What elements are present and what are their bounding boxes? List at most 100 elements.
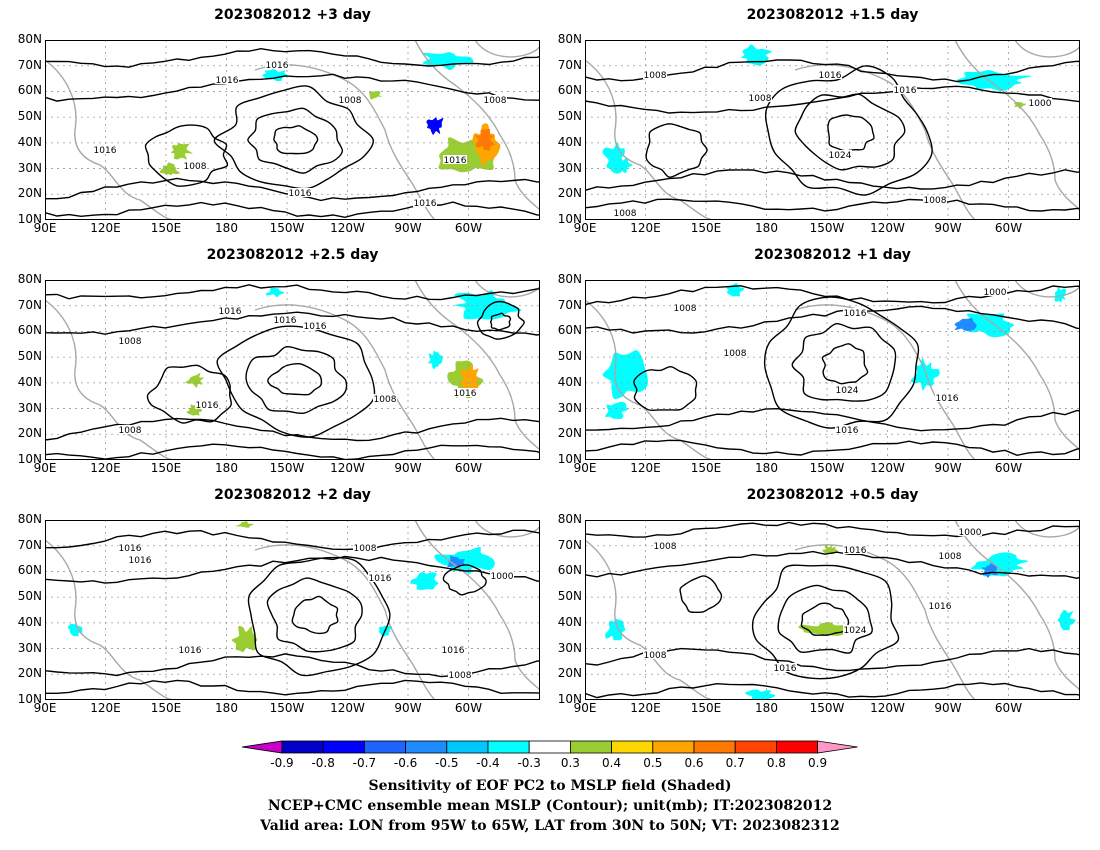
shading-patch bbox=[159, 162, 180, 176]
lon-tick-label: 60W bbox=[994, 701, 1023, 715]
graticule bbox=[585, 40, 1080, 220]
isobar bbox=[490, 312, 512, 331]
shading-patch bbox=[235, 521, 254, 528]
colorbar-tick-label: -0.8 bbox=[311, 756, 335, 770]
coastlines bbox=[45, 40, 540, 220]
colorbar-tick-label: 0.4 bbox=[602, 756, 622, 770]
contour-label-bg bbox=[773, 663, 797, 672]
colorbar-swatch bbox=[322, 740, 365, 754]
lon-tick-label: 120E bbox=[90, 221, 121, 235]
lat-tick-label: 50N bbox=[557, 589, 582, 604]
lon-tick-label: 150E bbox=[690, 701, 722, 715]
colorbar-swatch bbox=[611, 740, 654, 754]
colorbar-swatch bbox=[446, 740, 489, 754]
caption-line-2: NCEP+CMC ensemble mean MSLP (Contour); u… bbox=[267, 798, 833, 814]
caption-line-3: Valid area: LON from 95W to 65W, LAT fro… bbox=[260, 818, 840, 834]
lat-tick-label: 60N bbox=[557, 83, 582, 98]
mslp-map-panel: 1016 1016 1016 1008 1016 1008 1008 1016 bbox=[45, 280, 540, 460]
colorbar-tick-label: 0.7 bbox=[725, 756, 745, 770]
lon-tick-label: 120W bbox=[870, 701, 905, 715]
lon-tick-label: 90W bbox=[934, 461, 962, 475]
shading-patch bbox=[474, 129, 495, 151]
map-canvas: 1008 1016 1000 1008 1024 1016 1016 bbox=[585, 280, 1080, 460]
contour-label: 1008 bbox=[924, 196, 947, 206]
isobar bbox=[585, 439, 1080, 457]
panel-title: 2023082012 +0.5 day bbox=[746, 487, 919, 503]
coastline bbox=[585, 59, 716, 220]
lon-tick-label: 60W bbox=[454, 461, 483, 475]
lat-tick-label: 10N bbox=[557, 212, 582, 226]
contour-label-bg bbox=[353, 543, 377, 552]
lon-tick-label: 120W bbox=[330, 701, 365, 715]
isobar bbox=[476, 300, 525, 340]
contour-label: 1008 bbox=[939, 552, 962, 562]
contour-label-bg bbox=[923, 195, 947, 204]
coastline bbox=[1014, 280, 1080, 298]
lon-tick-label: 180 bbox=[755, 221, 778, 235]
contour-label-bg bbox=[118, 425, 142, 434]
colorbar-swatch bbox=[364, 740, 407, 754]
lat-tick-label: 50N bbox=[557, 109, 582, 124]
contour-label: 1016 bbox=[414, 199, 437, 209]
contour-label: 1008 bbox=[644, 651, 667, 661]
isobar bbox=[585, 85, 1080, 114]
contour-label-bg bbox=[1058, 520, 1080, 522]
lon-tick-label: 90E bbox=[573, 221, 597, 235]
lat-tick-label: 20N bbox=[17, 666, 42, 681]
isobar bbox=[45, 679, 540, 696]
contour-label: 1016 bbox=[196, 401, 219, 411]
contour-label: 1016 bbox=[289, 189, 312, 199]
isobar bbox=[45, 201, 540, 219]
contour-label: 1016 bbox=[844, 546, 867, 556]
lat-tick-label: 10N bbox=[557, 452, 582, 466]
lon-tick-label: 150E bbox=[690, 461, 722, 475]
lon-tick-label: 150E bbox=[150, 461, 182, 475]
contour-label: 1016 bbox=[454, 389, 477, 399]
lon-tick-label: 120E bbox=[630, 461, 661, 475]
map-canvas: 1016 1008 1016 1016 1000 1016 1016 1008 bbox=[45, 520, 540, 700]
isobar bbox=[146, 364, 232, 424]
lat-tick-label: 60N bbox=[557, 563, 582, 578]
lon-tick-label: 90W bbox=[934, 701, 962, 715]
contour-label-bg bbox=[218, 306, 242, 315]
contour-label: 1008 bbox=[184, 162, 207, 172]
contour-label-bg bbox=[448, 670, 472, 679]
lon-tick-label: 150W bbox=[809, 461, 845, 475]
contour-label-bg bbox=[835, 385, 859, 394]
contour-label: 1016 bbox=[929, 602, 952, 612]
lat-tick-label: 40N bbox=[17, 374, 42, 389]
lon-tick-label: 90W bbox=[394, 461, 422, 475]
lon-tick-label: 90E bbox=[33, 221, 57, 235]
contour-label: 1016 bbox=[216, 76, 239, 86]
lat-tick-label: 40N bbox=[17, 134, 42, 149]
isobar bbox=[45, 417, 540, 442]
shading-patch bbox=[265, 287, 284, 298]
panel-title: 2023082012 +1 day bbox=[754, 247, 911, 263]
contour-label: 1008 bbox=[354, 544, 377, 554]
coastlines bbox=[45, 280, 540, 460]
shading-patch bbox=[954, 317, 977, 331]
lat-tick-label: 40N bbox=[557, 134, 582, 149]
coastline bbox=[1014, 40, 1080, 58]
lon-tick-label: 180 bbox=[215, 701, 238, 715]
isobar bbox=[213, 85, 374, 190]
isobar bbox=[442, 564, 487, 596]
contour-label: 1008 bbox=[724, 349, 747, 359]
colorbar-swatch bbox=[734, 740, 777, 754]
lat-tick-label: 60N bbox=[17, 83, 42, 98]
coastline bbox=[794, 304, 976, 460]
contour-labels: 1016 1008 1016 1016 1000 1016 1016 1008 bbox=[118, 543, 514, 681]
shading-patch bbox=[185, 373, 205, 388]
lon-tick-label: 120E bbox=[630, 221, 661, 235]
lon-tick-label: 150E bbox=[150, 221, 182, 235]
contour-label: 1016 bbox=[304, 322, 327, 332]
coastline bbox=[45, 59, 176, 220]
contour-label: 1000 bbox=[959, 528, 982, 538]
mslp-map-panel: 1008 1008 1016 1016 1000 1024 1008 1008 bbox=[585, 40, 1080, 220]
coastline bbox=[414, 280, 540, 451]
isobar bbox=[585, 550, 1080, 580]
lat-tick-label: 60N bbox=[557, 323, 582, 338]
coastline bbox=[414, 40, 540, 211]
isobar bbox=[144, 124, 229, 187]
lat-tick-label: 20N bbox=[557, 426, 582, 441]
